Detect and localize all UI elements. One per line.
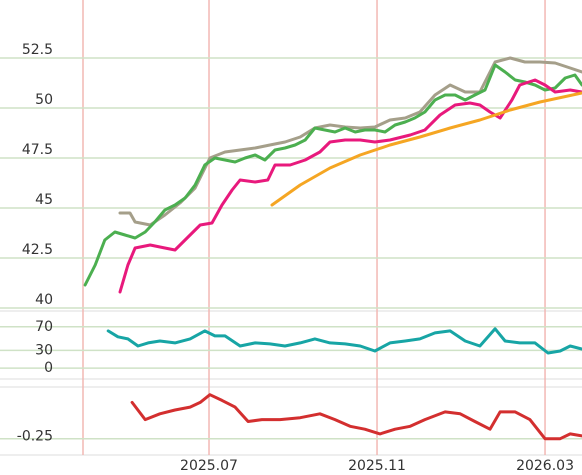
y-tick-label: 70	[35, 319, 53, 335]
series-line	[83, 63, 582, 287]
series-line	[270, 91, 582, 207]
y-tick-label: 30	[35, 342, 53, 358]
y-tick-label: 42.5	[22, 242, 53, 258]
series-line	[118, 78, 582, 294]
y-tick-label: 45	[35, 192, 53, 208]
y-tick-label: 47.5	[22, 142, 53, 158]
x-tick-label: 2026.03	[516, 458, 574, 474]
y-tick-label: 52.5	[22, 42, 53, 58]
y-tick-label: 50	[35, 92, 53, 108]
series-line	[106, 327, 582, 355]
y-tick-label: -0.25	[17, 429, 53, 445]
y-tick-label: 40	[35, 292, 53, 308]
x-tick-label: 2025.07	[180, 458, 238, 474]
x-tick-label: 2025.11	[348, 458, 406, 474]
series-line	[130, 393, 582, 441]
y-tick-label: 0	[44, 360, 53, 376]
